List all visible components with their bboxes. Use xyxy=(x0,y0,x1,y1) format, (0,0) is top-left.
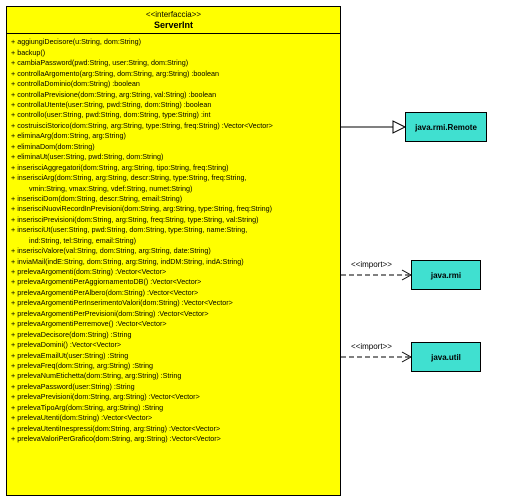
operation: + cambiaPassword(pwd:String, user:String… xyxy=(11,58,336,68)
operation: + aggiungiDecisore(u:String, dom:String) xyxy=(11,37,336,47)
operation: + prelevaArgomentiPerPrevisioni(dom:Stri… xyxy=(11,309,336,319)
operation: vmin:String, vmax:String, vdef:String, n… xyxy=(11,184,336,194)
operation: + inserisciNuoviRecordInPrevisioni(dom:S… xyxy=(11,204,336,214)
operation: + controllo(user:String, pwd:String, dom… xyxy=(11,110,336,120)
operation: + eliminaDom(dom:String) xyxy=(11,142,336,152)
operation: + controllaPrevisione(dom:String, arg:St… xyxy=(11,90,336,100)
operation: + prelevaEmailUt(user:String) :String xyxy=(11,351,336,361)
operation: + inserisciValore(val:String, dom:String… xyxy=(11,246,336,256)
edge-label-import-util: <<import>> xyxy=(351,342,392,351)
operation: + prelevaUtentiInespressi(dom:String, ar… xyxy=(11,424,336,434)
class-label: java.rmi.Remote xyxy=(408,123,484,132)
operation: + prelevaValoriPerGrafico(dom:String, ar… xyxy=(11,434,336,444)
operation: + inserisciDom(dom:String, descr:String,… xyxy=(11,194,336,204)
operation: + inserisciPrevisioni(dom:String, arg:St… xyxy=(11,215,336,225)
operation: + prelevaTipoArg(dom:String, arg:String)… xyxy=(11,403,336,413)
operation: + controllaDominio(dom:String) :boolean xyxy=(11,79,336,89)
class-title: <<interfaccia>> ServerInt xyxy=(7,7,340,34)
operation: + prelevaArgomenti(dom:String) :Vector<V… xyxy=(11,267,336,277)
operation: + prelevaArgomentiPerAggiornamentoDB() :… xyxy=(11,277,336,287)
operation: + prelevaPassword(user:String) :String xyxy=(11,382,336,392)
operation: + inserisciArg(dom:String, arg:String, d… xyxy=(11,173,336,183)
operation: + prelevaArgomentiPerAlbero(dom:String) … xyxy=(11,288,336,298)
operation: + prelevaDomini() :Vector<Vector> xyxy=(11,340,336,350)
operation: + controllaArgomento(arg:String, dom:Str… xyxy=(11,69,336,79)
operation: + prelevaNumEtichetta(dom:String, arg:St… xyxy=(11,371,336,381)
stereotype: <<interfaccia>> xyxy=(9,10,338,20)
class-label: java.util xyxy=(414,353,478,362)
operation: + costruisciStorico(dom:String, arg:Stri… xyxy=(11,121,336,131)
operation: + prelevaArgomentiPerInserimentoValori(d… xyxy=(11,298,336,308)
class-label: java.rmi xyxy=(414,271,478,280)
package-java-util: java.util xyxy=(411,342,481,372)
class-name: ServerInt xyxy=(9,20,338,31)
operation: + eliminaArg(dom:String, arg:String) xyxy=(11,131,336,141)
interface-serverint: <<interfaccia>> ServerInt + aggiungiDeci… xyxy=(6,6,341,496)
operation: + prelevaFreq(dom:String, arg:String) :S… xyxy=(11,361,336,371)
operation: + prelevaPrevisioni(dom:String, arg:Stri… xyxy=(11,392,336,402)
operation: + backup() xyxy=(11,48,336,58)
class-java-rmi-remote: java.rmi.Remote xyxy=(405,112,487,142)
operation: + inserisciAggregatori(dom:String, arg:S… xyxy=(11,163,336,173)
operation: + prelevaDecisore(dom:String) :String xyxy=(11,330,336,340)
operation: + eliminaUt(user:String, pwd:String, dom… xyxy=(11,152,336,162)
operation: ind:String, tel:String, email:String) xyxy=(11,236,336,246)
operation: + prelevaUtenti(dom:String) :Vector<Vect… xyxy=(11,413,336,423)
package-java-rmi: java.rmi xyxy=(411,260,481,290)
edge-label-import-rmi: <<import>> xyxy=(351,260,392,269)
operation: + inviaMail(indE:String, dom:String, arg… xyxy=(11,257,336,267)
operation: + prelevaArgomentiPerremove() :Vector<Ve… xyxy=(11,319,336,329)
operations-compartment: + aggiungiDecisore(u:String, dom:String)… xyxy=(7,34,340,447)
operation: + controllaUtente(user:String, pwd:Strin… xyxy=(11,100,336,110)
operation: + inserisciUt(user:String, pwd:String, d… xyxy=(11,225,336,235)
